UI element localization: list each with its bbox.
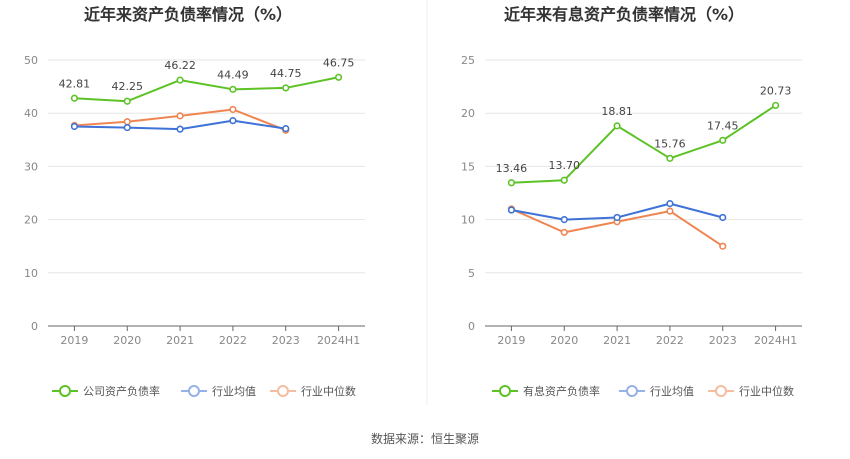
legend-label: 有息资产负债率 — [523, 384, 600, 398]
legend-marker — [715, 385, 727, 397]
x-tick-label: 2024H1 — [754, 334, 797, 347]
x-tick-label: 2023 — [272, 334, 300, 347]
data-point — [507, 179, 516, 187]
data-point — [666, 207, 674, 215]
data-point — [70, 94, 79, 102]
legend-label: 公司资产负债率 — [83, 384, 160, 398]
data-point — [719, 242, 727, 250]
data-point — [123, 118, 131, 126]
y-tick-label: 30 — [24, 160, 38, 173]
data-label: 42.81 — [59, 77, 91, 90]
data-point — [123, 123, 131, 132]
legend-marker — [277, 385, 289, 397]
data-label: 46.75 — [323, 56, 355, 69]
x-tick-label: 2020 — [113, 334, 141, 347]
y-tick-label: 10 — [461, 214, 475, 227]
data-point — [666, 154, 674, 162]
chart-title: 近年来有息资产负债率情况（%） — [504, 5, 744, 24]
data-source-note: 数据来源：恒生聚源 — [371, 431, 479, 446]
data-point — [176, 112, 184, 120]
y-tick-label: 5 — [468, 267, 475, 280]
data-point — [282, 84, 290, 92]
data-point — [176, 125, 184, 133]
data-point — [507, 206, 516, 214]
y-tick-label: 25 — [461, 54, 475, 67]
y-tick-label: 10 — [24, 267, 38, 280]
legend-label: 行业均值 — [650, 385, 694, 398]
data-point — [771, 101, 780, 110]
data-point — [70, 122, 79, 131]
data-point — [334, 73, 343, 81]
data-label: 42.25 — [112, 80, 144, 93]
data-point — [229, 85, 237, 93]
data-point — [560, 176, 568, 184]
legend-marker — [499, 385, 511, 397]
chart-panel-interest-debt-ratio: 近年来有息资产负债率情况（%） 0 5 10 15 20 25 2019 2020 2021 202… — [461, 5, 802, 398]
x-tick-label: 2024H1 — [317, 334, 360, 347]
data-label: 13.70 — [549, 159, 581, 172]
x-tick-label: 2019 — [497, 334, 525, 347]
data-label: 15.76 — [654, 137, 686, 150]
data-point — [560, 228, 568, 236]
series-line-0 — [511, 104, 777, 184]
x-tick-label: 2019 — [60, 334, 88, 347]
data-label: 18.81 — [601, 105, 633, 118]
x-tick-label: 2023 — [709, 334, 737, 347]
data-point — [229, 105, 237, 114]
legend-label: 行业中位数 — [739, 384, 794, 398]
x-tick-label: 2022 — [656, 334, 684, 347]
y-tick-label: 40 — [24, 107, 38, 120]
x-tick-label: 2022 — [219, 334, 247, 347]
y-tick-label: 15 — [461, 160, 475, 173]
data-point — [282, 125, 290, 133]
legend-label: 行业均值 — [212, 385, 256, 398]
x-tick-label: 2020 — [550, 334, 578, 347]
x-tick-label: 2021 — [166, 334, 194, 347]
data-label: 44.49 — [217, 68, 249, 81]
data-label: 13.46 — [496, 162, 528, 175]
chart-title: 近年来资产负债率情况（%） — [84, 5, 292, 24]
y-tick-label: 0 — [468, 320, 475, 333]
data-label: 46.22 — [164, 59, 196, 72]
legend-marker — [626, 385, 638, 397]
y-tick-label: 0 — [31, 320, 38, 333]
y-tick-label: 50 — [24, 54, 38, 67]
legend-marker — [188, 385, 200, 397]
data-point — [123, 97, 131, 105]
data-point — [613, 213, 621, 222]
y-tick-label: 20 — [461, 107, 475, 120]
chart-panel-debt-ratio: 近年来资产负债率情况（%） 0 10 20 30 40 50 2019 2020 2021 2022… — [24, 5, 365, 398]
data-label: 20.73 — [760, 84, 792, 97]
data-point — [560, 216, 568, 224]
data-label: 44.75 — [270, 67, 302, 80]
series-line-0 — [74, 76, 339, 103]
data-label: 17.45 — [707, 119, 739, 132]
y-tick-label: 20 — [24, 214, 38, 227]
x-tick-label: 2021 — [603, 334, 631, 347]
data-point — [229, 117, 237, 125]
data-point — [719, 136, 727, 144]
data-point — [666, 200, 674, 208]
legend-label: 行业中位数 — [301, 384, 356, 398]
data-point — [613, 122, 621, 130]
legend-marker — [59, 385, 71, 397]
data-point — [719, 213, 727, 222]
data-point — [176, 76, 184, 84]
